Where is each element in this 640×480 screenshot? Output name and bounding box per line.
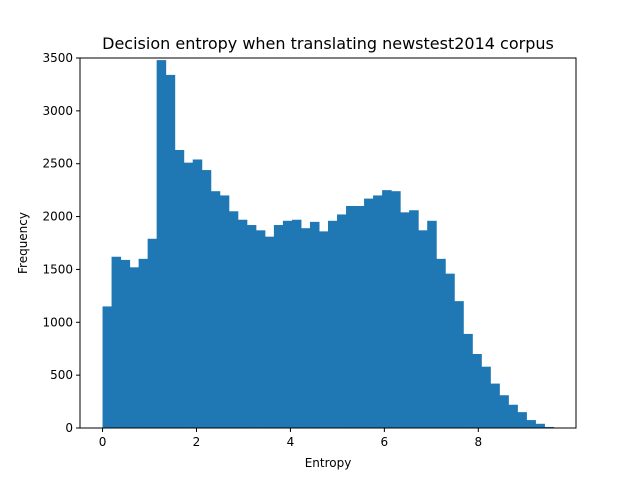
histogram-bar <box>246 225 257 428</box>
histogram-bar <box>544 426 554 428</box>
plot-frame <box>79 57 577 429</box>
histogram-bar <box>309 221 320 428</box>
x-tick-label: 2 <box>193 435 201 449</box>
histogram-bar <box>418 230 428 428</box>
histogram-bar <box>183 162 194 428</box>
histogram-bar <box>472 354 482 428</box>
histogram-bar <box>454 301 464 428</box>
histogram-bar <box>165 74 176 429</box>
histogram-bar <box>346 206 356 428</box>
y-tick-label: 1000 <box>42 315 73 329</box>
histogram-bar <box>427 220 437 428</box>
x-tick-label: 0 <box>99 435 107 449</box>
histogram-bar <box>255 230 266 428</box>
histogram-bar <box>102 306 113 428</box>
histogram-bar <box>328 220 338 428</box>
histogram-bar <box>391 191 401 428</box>
histogram-bar <box>219 195 230 428</box>
histogram-bar <box>147 238 158 428</box>
histogram-bar <box>517 412 527 428</box>
histogram-bar <box>364 198 374 428</box>
histogram-bar <box>463 333 473 428</box>
y-axis: 0 500 1000 1500 2000 2500 3000 3500 <box>42 51 80 435</box>
histogram-bar <box>508 404 518 428</box>
histogram-bar <box>174 149 185 428</box>
y-tick-label: 1500 <box>42 262 73 276</box>
histogram-bar <box>400 212 410 428</box>
histogram-bar <box>436 258 446 428</box>
histogram-bar <box>300 228 311 428</box>
histogram-bar <box>526 420 536 428</box>
y-tick-label: 3000 <box>42 104 73 118</box>
histogram-bar <box>499 395 509 428</box>
histogram-bar <box>201 170 212 429</box>
histogram-bar <box>192 159 203 428</box>
histogram-bar <box>264 236 275 428</box>
histogram-bar <box>237 219 248 428</box>
x-tick-label: 6 <box>381 435 389 449</box>
histogram-bar <box>120 259 131 428</box>
histogram-bar <box>156 60 167 428</box>
histogram-bar <box>373 195 383 428</box>
histogram-bar <box>138 258 149 428</box>
chart-title: Decision entropy when translating newste… <box>102 34 554 53</box>
y-tick-label: 3500 <box>42 51 73 65</box>
histogram-bar <box>318 231 329 428</box>
histogram-bar <box>535 423 545 428</box>
x-tick-label: 8 <box>474 435 482 449</box>
histogram-bar <box>111 256 122 428</box>
y-tick-label: 2000 <box>42 210 73 224</box>
x-tick-label: 4 <box>287 435 295 449</box>
histogram-bar <box>382 190 392 428</box>
histogram-bar <box>228 211 239 428</box>
x-axis: 0 2 4 6 8 <box>99 428 482 449</box>
histogram-bar <box>291 219 302 428</box>
histogram-bar <box>282 220 293 428</box>
histogram-bar <box>490 383 500 428</box>
y-axis-label: Frequency <box>16 212 30 274</box>
histogram-bar <box>129 267 140 428</box>
histogram-bar <box>481 366 491 428</box>
y-tick-label: 500 <box>50 368 73 382</box>
x-axis-label: Entropy <box>305 456 352 470</box>
bars-group <box>102 60 554 429</box>
histogram-bar <box>273 225 284 428</box>
y-tick-label: 0 <box>65 421 73 435</box>
histogram-bar <box>337 214 347 428</box>
histogram-bar <box>445 273 455 428</box>
histogram-bar <box>210 191 221 428</box>
histogram-bar <box>355 206 365 428</box>
histogram-bar <box>409 210 419 428</box>
y-tick-label: 2500 <box>42 157 73 171</box>
